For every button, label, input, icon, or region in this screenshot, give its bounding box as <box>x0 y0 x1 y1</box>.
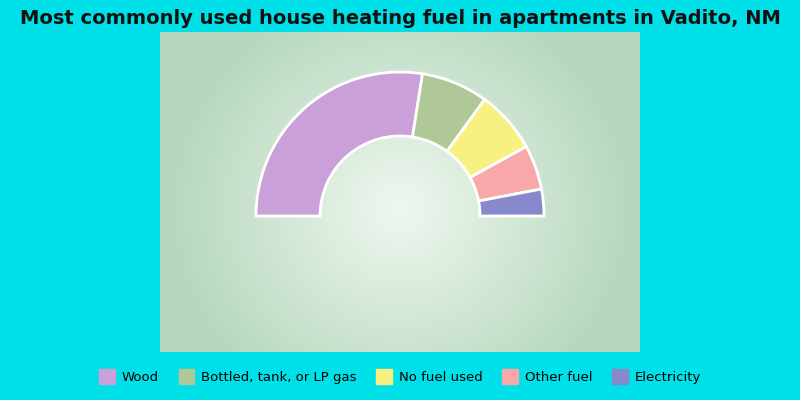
Wedge shape <box>470 147 542 201</box>
Wedge shape <box>447 100 526 178</box>
Legend: Wood, Bottled, tank, or LP gas, No fuel used, Other fuel, Electricity: Wood, Bottled, tank, or LP gas, No fuel … <box>94 364 706 390</box>
Wedge shape <box>256 72 422 216</box>
Wedge shape <box>478 189 544 216</box>
Wedge shape <box>413 74 485 151</box>
Text: Most commonly used house heating fuel in apartments in Vadito, NM: Most commonly used house heating fuel in… <box>19 8 781 28</box>
